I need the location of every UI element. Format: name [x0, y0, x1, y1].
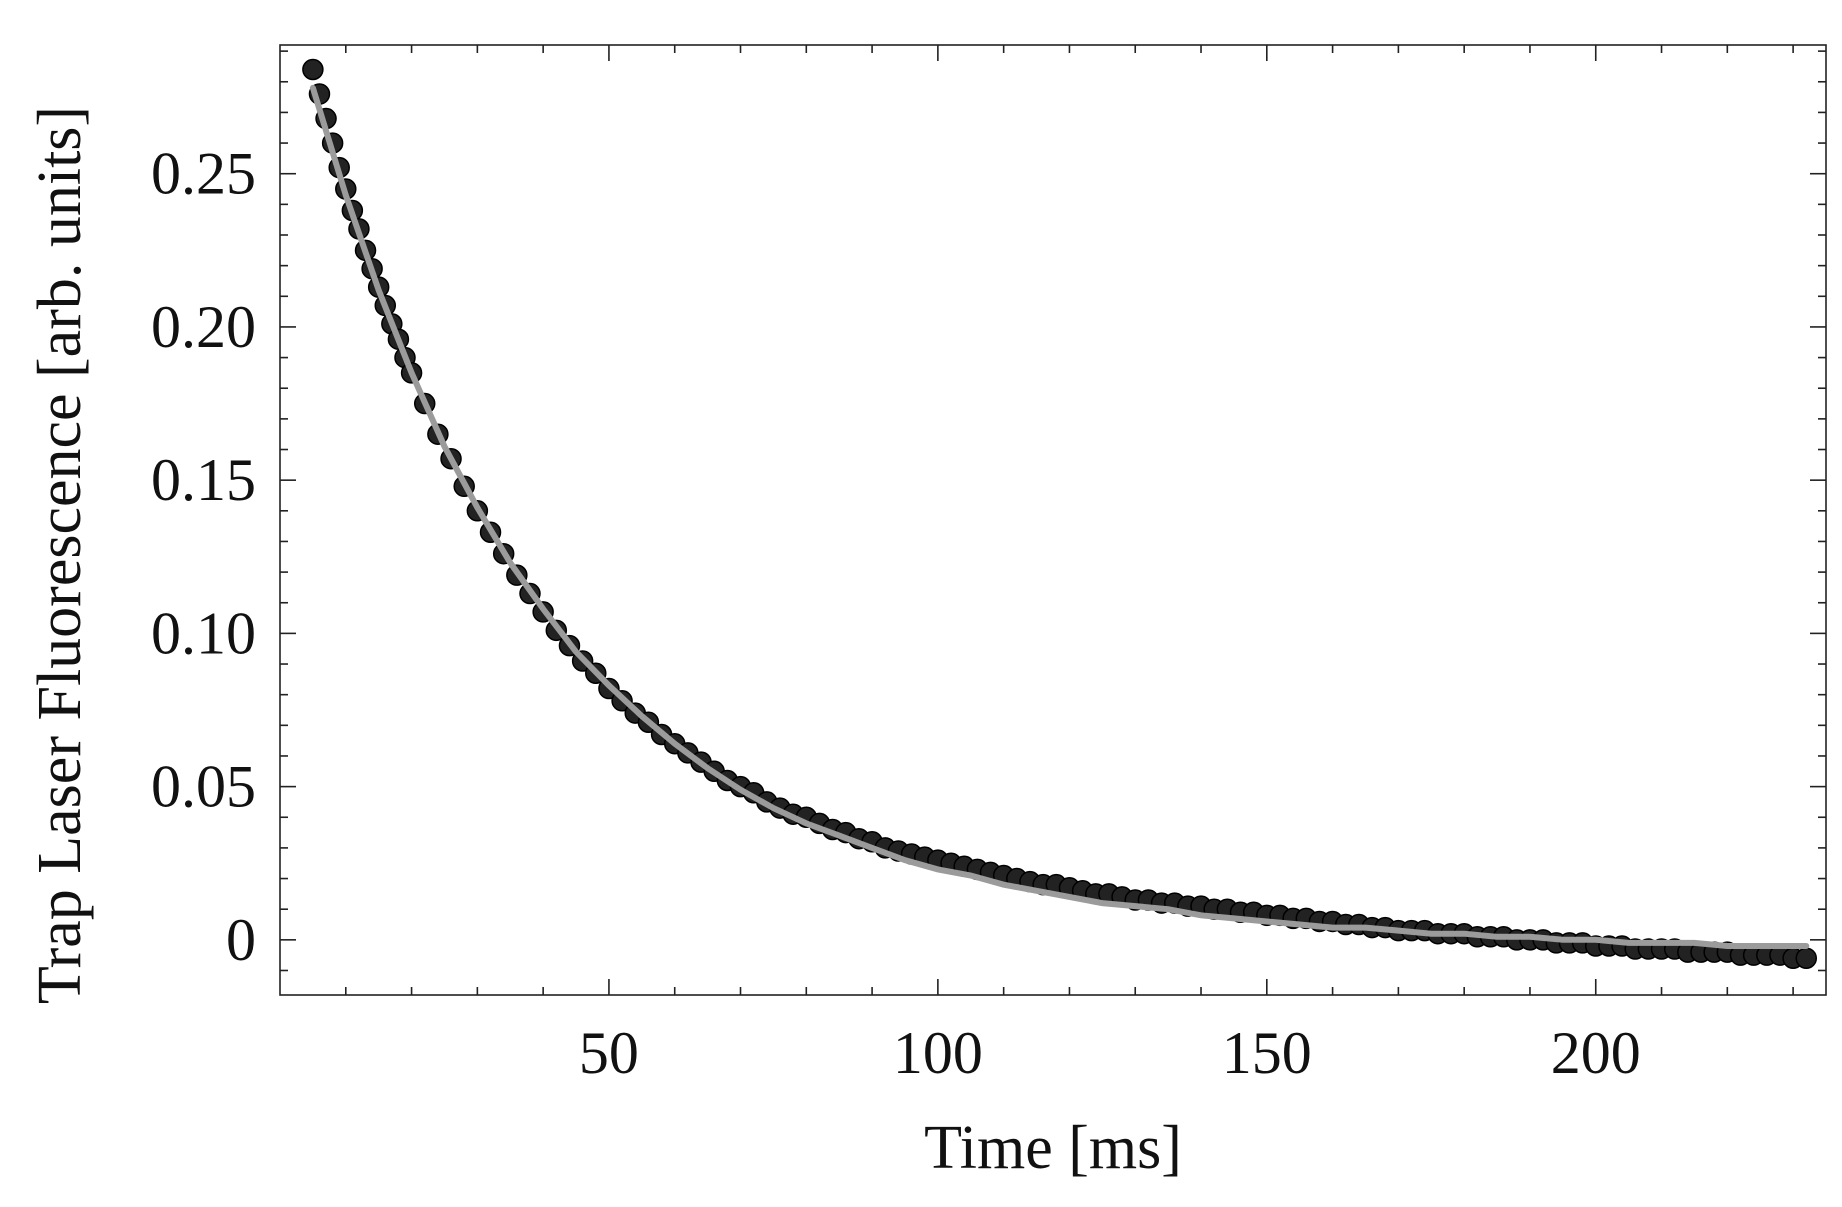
data-point	[1795, 947, 1818, 969]
y-tick-label: 0.15	[151, 447, 256, 513]
data-points	[302, 58, 1818, 969]
y-tick-label: 0.10	[151, 600, 256, 666]
x-tick-label: 50	[579, 1020, 639, 1086]
data-point	[302, 58, 324, 81]
x-tick-label: 150	[1222, 1020, 1312, 1086]
x-tick-label: 100	[893, 1020, 983, 1086]
x-axis-title: Time [ms]	[924, 1114, 1182, 1182]
fit-line	[309, 84, 1810, 949]
plot-frame	[279, 44, 1827, 996]
tick-labels: 50 100 150 200 0 0.05 0.10 0.15 0.20 0.25	[151, 141, 1641, 1086]
y-tick-label: 0.20	[151, 294, 256, 360]
y-tick-label: 0.25	[151, 141, 256, 207]
x-tick-label: 200	[1551, 1020, 1641, 1086]
y-tick-label: 0.05	[151, 754, 256, 820]
axis-ticks	[280, 45, 1826, 995]
y-tick-label: 0	[226, 907, 256, 973]
y-axis-title: Trap Laser Fluorescence [arb. units]	[26, 106, 94, 1004]
